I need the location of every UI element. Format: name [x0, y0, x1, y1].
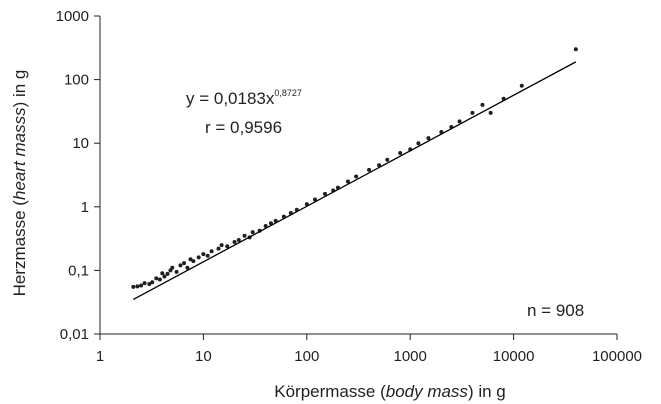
x-tick-label: 1 [96, 348, 104, 365]
data-point [170, 265, 175, 270]
data-point [205, 253, 210, 258]
y-tick-label: 0,1 [68, 262, 89, 279]
y-tick-label: 10 [72, 135, 89, 152]
data-point [488, 110, 493, 115]
y-axis-title-suffix: ) in g [10, 70, 29, 108]
data-point [191, 259, 196, 264]
data-point [345, 179, 350, 184]
data-point [236, 238, 241, 243]
data-point [457, 119, 462, 124]
data-point [219, 243, 224, 248]
data-point [178, 263, 183, 268]
data-point [135, 284, 140, 289]
regression-line [133, 61, 577, 300]
data-point [139, 283, 144, 288]
data-point [398, 151, 403, 156]
y-tick-label: 100 [64, 72, 89, 89]
data-point [209, 249, 214, 254]
data-point [385, 157, 390, 162]
y-axis-title-prefix: Herzmasse ( [10, 200, 29, 297]
correlation-label: r = 0,9596 [205, 118, 282, 137]
fit-equation-main: y = 0,0183x [186, 89, 275, 108]
data-point [188, 257, 193, 262]
data-point [354, 174, 359, 179]
x-axis-title-italic: body mass [386, 382, 469, 401]
y-tick-label: 1 [81, 199, 89, 216]
data-point [242, 233, 247, 238]
data-point [157, 277, 162, 282]
data-point [201, 252, 206, 257]
data-point [480, 102, 485, 107]
y-axis-title-italic: heart masss [10, 107, 29, 200]
data-point [162, 274, 167, 279]
fit-equation: y = 0,0183x0,8727 [186, 88, 302, 108]
x-axis-title-suffix: ) in g [468, 382, 506, 401]
data-point [182, 261, 187, 266]
data-point [160, 271, 165, 276]
data-point [185, 265, 190, 270]
data-point [216, 246, 221, 251]
y-ticks: 0,01 0,1 1 10 100 1000 [56, 8, 100, 343]
data-point [519, 83, 524, 88]
data-point [250, 230, 255, 235]
data-point [426, 136, 431, 141]
data-point [196, 255, 201, 260]
x-axis-title: Körpermasse (body mass) in g [274, 382, 505, 401]
data-point [165, 271, 170, 276]
data-point [174, 269, 179, 274]
x-tick-label: 1000 [394, 348, 427, 365]
data-point [263, 223, 268, 228]
data-point [131, 284, 136, 289]
y-tick-label: 0,01 [60, 326, 89, 343]
y-axis-title: Herzmasse (heart masss) in g [10, 70, 29, 297]
data-point [142, 281, 147, 286]
x-tick-label: 10000 [493, 348, 535, 365]
y-tick-label: 1000 [56, 8, 89, 25]
x-axis-title-prefix: Körpermasse ( [274, 382, 386, 401]
x-tick-label: 100 [294, 348, 319, 365]
data-point [225, 244, 230, 249]
x-tick-label: 10 [195, 348, 212, 365]
x-tick-label: 100000 [592, 348, 642, 365]
data-point [367, 167, 372, 172]
data-point [323, 191, 328, 196]
data-point [154, 276, 159, 281]
data-point [312, 197, 317, 202]
x-ticks: 1 10 100 1000 10000 100000 [96, 334, 642, 365]
data-point [232, 239, 237, 244]
data-point [150, 280, 155, 285]
axes: 1 10 100 1000 10000 100000 0,01 0,1 1 10 100 1000 [56, 8, 642, 365]
data-point [416, 141, 421, 146]
data-points [131, 47, 578, 289]
data-point [573, 47, 578, 52]
sample-size-label: n = 908 [527, 301, 584, 320]
data-point [147, 282, 152, 287]
data-point [470, 110, 475, 115]
fit-equation-exponent: 0,8727 [274, 88, 302, 98]
